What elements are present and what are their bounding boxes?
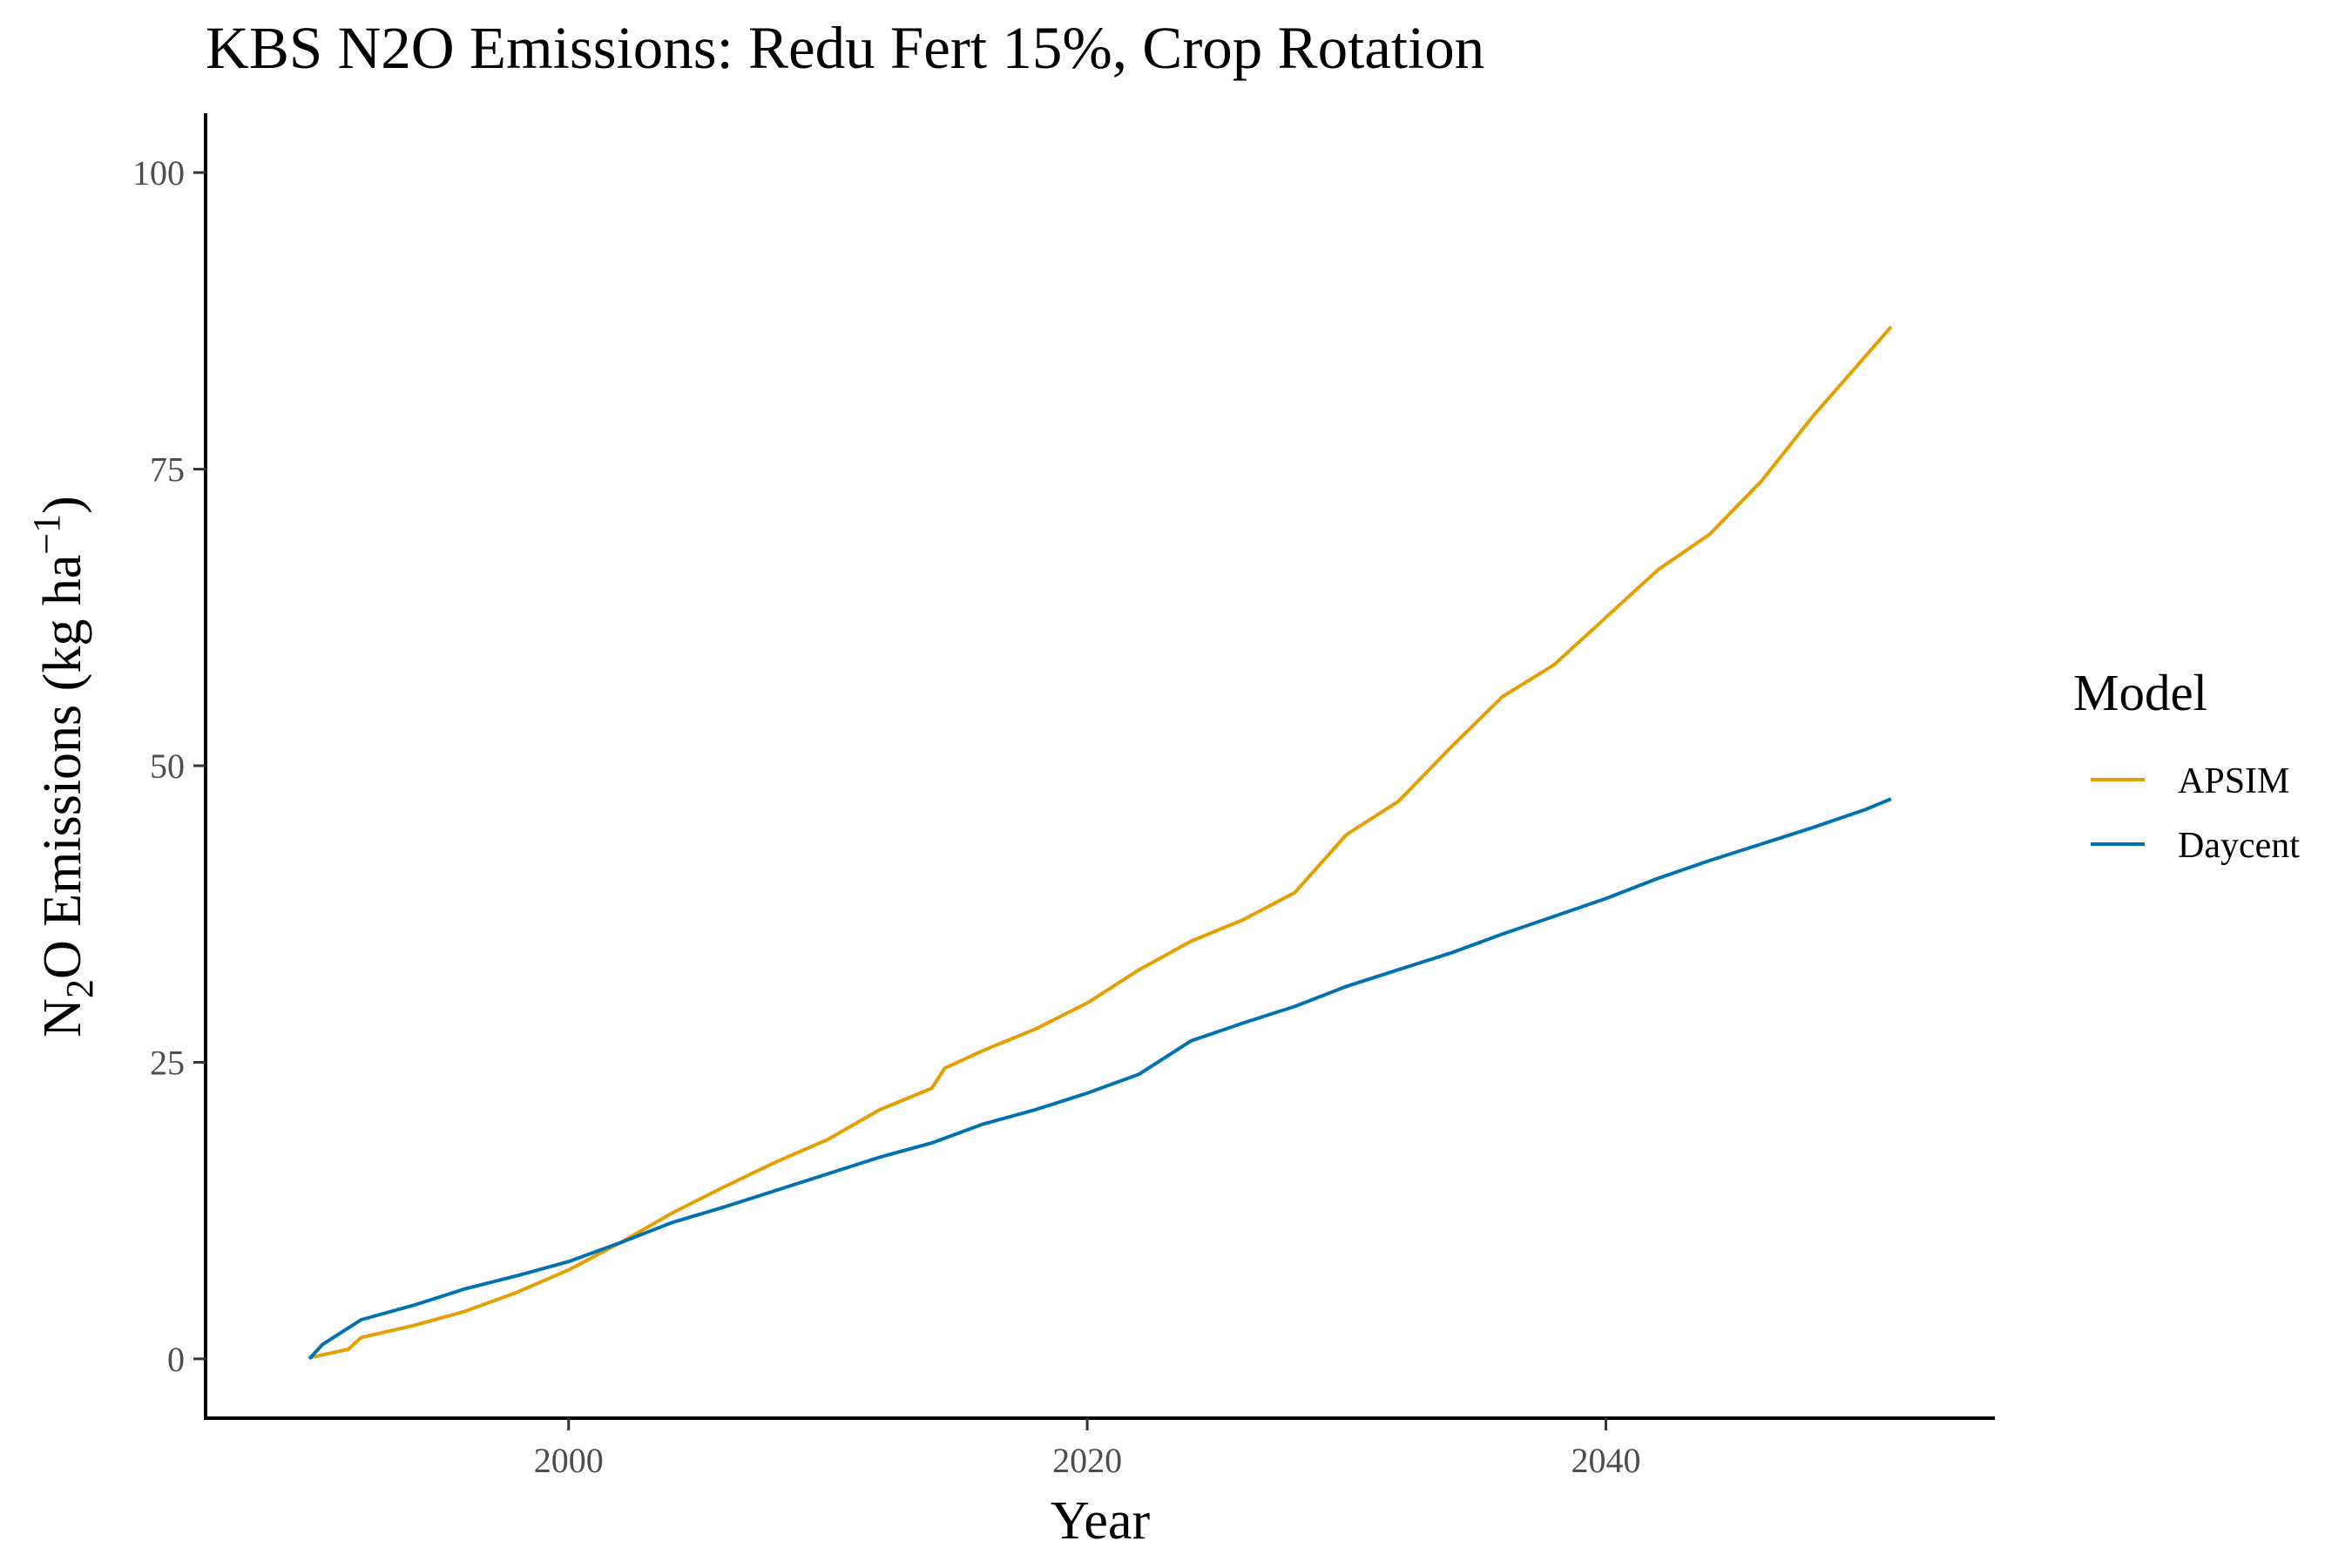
- x-tick-label: 2020: [1052, 1441, 1122, 1480]
- y-axis-title-suffix: ): [33, 496, 92, 514]
- y-axis-title-superscript: −1: [25, 514, 68, 555]
- chart-title: KBS N2O Emissions: Redu Fert 15%, Crop R…: [206, 15, 1484, 81]
- x-axis-ticks: 2000 2020 2040: [534, 1418, 1640, 1480]
- series-lines: [308, 325, 1893, 1361]
- y-tick-label: 50: [150, 747, 185, 786]
- y-axis-title-prefix: N: [33, 998, 92, 1037]
- legend: Model APSIM Daycent: [2073, 664, 2300, 866]
- legend-items: APSIM Daycent: [2091, 761, 2300, 866]
- y-axis-title: N2O Emissions (kg ha−1): [25, 496, 101, 1037]
- y-tick-label: 75: [150, 450, 185, 490]
- legend-label-daycent: Daycent: [2178, 826, 2300, 866]
- series-line-apsim: [308, 325, 1893, 1360]
- x-tick-label: 2040: [1571, 1441, 1640, 1480]
- y-tick-label: 25: [150, 1043, 185, 1082]
- x-tick-label: 2000: [534, 1441, 604, 1480]
- y-tick-label: 100: [132, 153, 185, 193]
- x-axis-title: Year: [1051, 1491, 1151, 1551]
- plot-area: 0 25 50 75 100 2000 2020 2040: [132, 113, 1995, 1480]
- legend-title: Model: [2073, 664, 2207, 721]
- y-axis-title-subscript: 2: [58, 979, 101, 998]
- legend-label-apsim: APSIM: [2178, 761, 2289, 801]
- y-tick-label: 0: [167, 1340, 185, 1379]
- series-line-daycent: [308, 797, 1892, 1361]
- y-axis-ticks: 0 25 50 75 100: [132, 153, 206, 1379]
- y-axis-title-main: O Emissions (kg ha: [33, 555, 92, 979]
